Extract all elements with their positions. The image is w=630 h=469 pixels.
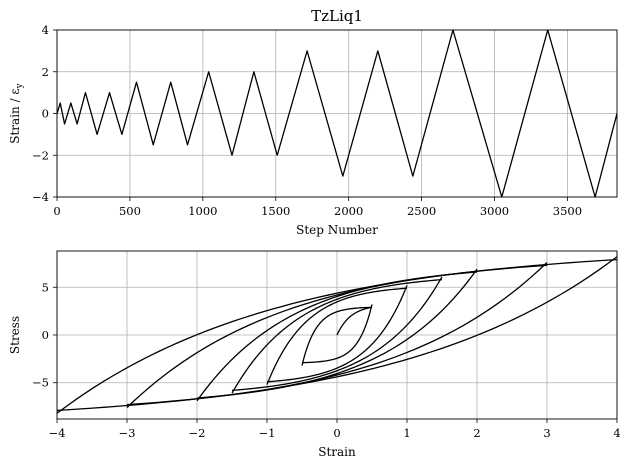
- initial-loading-curve: [336, 306, 373, 336]
- top-y-axis-label-sub: y: [15, 82, 25, 89]
- loading-branch: [231, 278, 443, 394]
- unloading-branch: [56, 256, 618, 412]
- top-x-tick-label: 0: [53, 204, 60, 218]
- unloading-branch: [266, 285, 408, 383]
- bottom-x-tick-label: 4: [613, 426, 620, 440]
- top-x-tick-label: 3000: [480, 204, 509, 218]
- chart-title: TzLiq1: [311, 7, 363, 25]
- bottom-y-tick-label: 5: [42, 280, 49, 294]
- bottom-x-tick-label: 3: [543, 426, 550, 440]
- top-x-tick-label: 1500: [261, 204, 290, 218]
- unloading-branch: [301, 304, 373, 364]
- hysteresis-loop: [231, 276, 443, 394]
- bottom-x-tick-label: 1: [403, 426, 410, 440]
- bottom-x-tick-label: 2: [473, 426, 480, 440]
- bottom-x-tick-label: −1: [259, 426, 276, 440]
- top-y-tick-label: −4: [32, 190, 49, 204]
- top-grid: [56, 29, 617, 198]
- hysteresis-chart: −4 −3 −2 −1 0 1 2 3 4 −5 0 5 Strain Stress: [8, 250, 621, 459]
- top-ticks: 0 500 1000 1500 2000 2500 3000 3500 −4 −2 0 2 4: [32, 23, 582, 218]
- bottom-ticks: −4 −3 −2 −1 0 1 2 3 4 −5 0 5: [32, 280, 621, 440]
- loading-branch: [266, 287, 408, 385]
- top-y-tick-label: 0: [42, 107, 49, 121]
- bottom-x-axis-label: Strain: [318, 445, 356, 459]
- top-x-tick-label: 2000: [334, 204, 363, 218]
- top-y-tick-label: 2: [42, 65, 49, 79]
- hysteresis-loop: [301, 304, 373, 366]
- loading-branch: [301, 306, 373, 366]
- top-y-axis-label: Strain / εy: [8, 82, 25, 143]
- strain-history-line: [56, 29, 618, 198]
- bottom-x-tick-label: −2: [189, 426, 206, 440]
- top-series: [56, 29, 618, 198]
- top-y-tick-label: 4: [42, 23, 49, 37]
- hysteresis-loop: [266, 285, 408, 385]
- strain-history-chart: TzLiq1 0 500 1000 1500 2000 2500 3000 3500−4−20…: [8, 7, 618, 237]
- bottom-y-axis-label: Stress: [8, 316, 22, 354]
- bottom-x-tick-label: −3: [119, 426, 136, 440]
- bottom-x-tick-label: −4: [49, 426, 66, 440]
- unloading-branch: [231, 276, 443, 392]
- top-x-tick-label: 2500: [407, 204, 436, 218]
- top-x-tick-label: 3500: [553, 204, 582, 218]
- top-y-tick-label: −2: [32, 148, 49, 162]
- loading-branch: [56, 258, 618, 414]
- bottom-y-tick-label: −5: [32, 376, 49, 390]
- bottom-series: [56, 256, 618, 414]
- top-x-tick-label: 1000: [188, 204, 217, 218]
- hysteresis-loop: [56, 256, 618, 414]
- top-x-axis-label: Step Number: [296, 223, 378, 237]
- top-x-tick-label: 500: [119, 204, 141, 218]
- bottom-y-tick-label: 0: [42, 328, 49, 342]
- top-y-axis-label-main: Strain / ε: [8, 88, 22, 143]
- bottom-x-tick-label: 0: [333, 426, 340, 440]
